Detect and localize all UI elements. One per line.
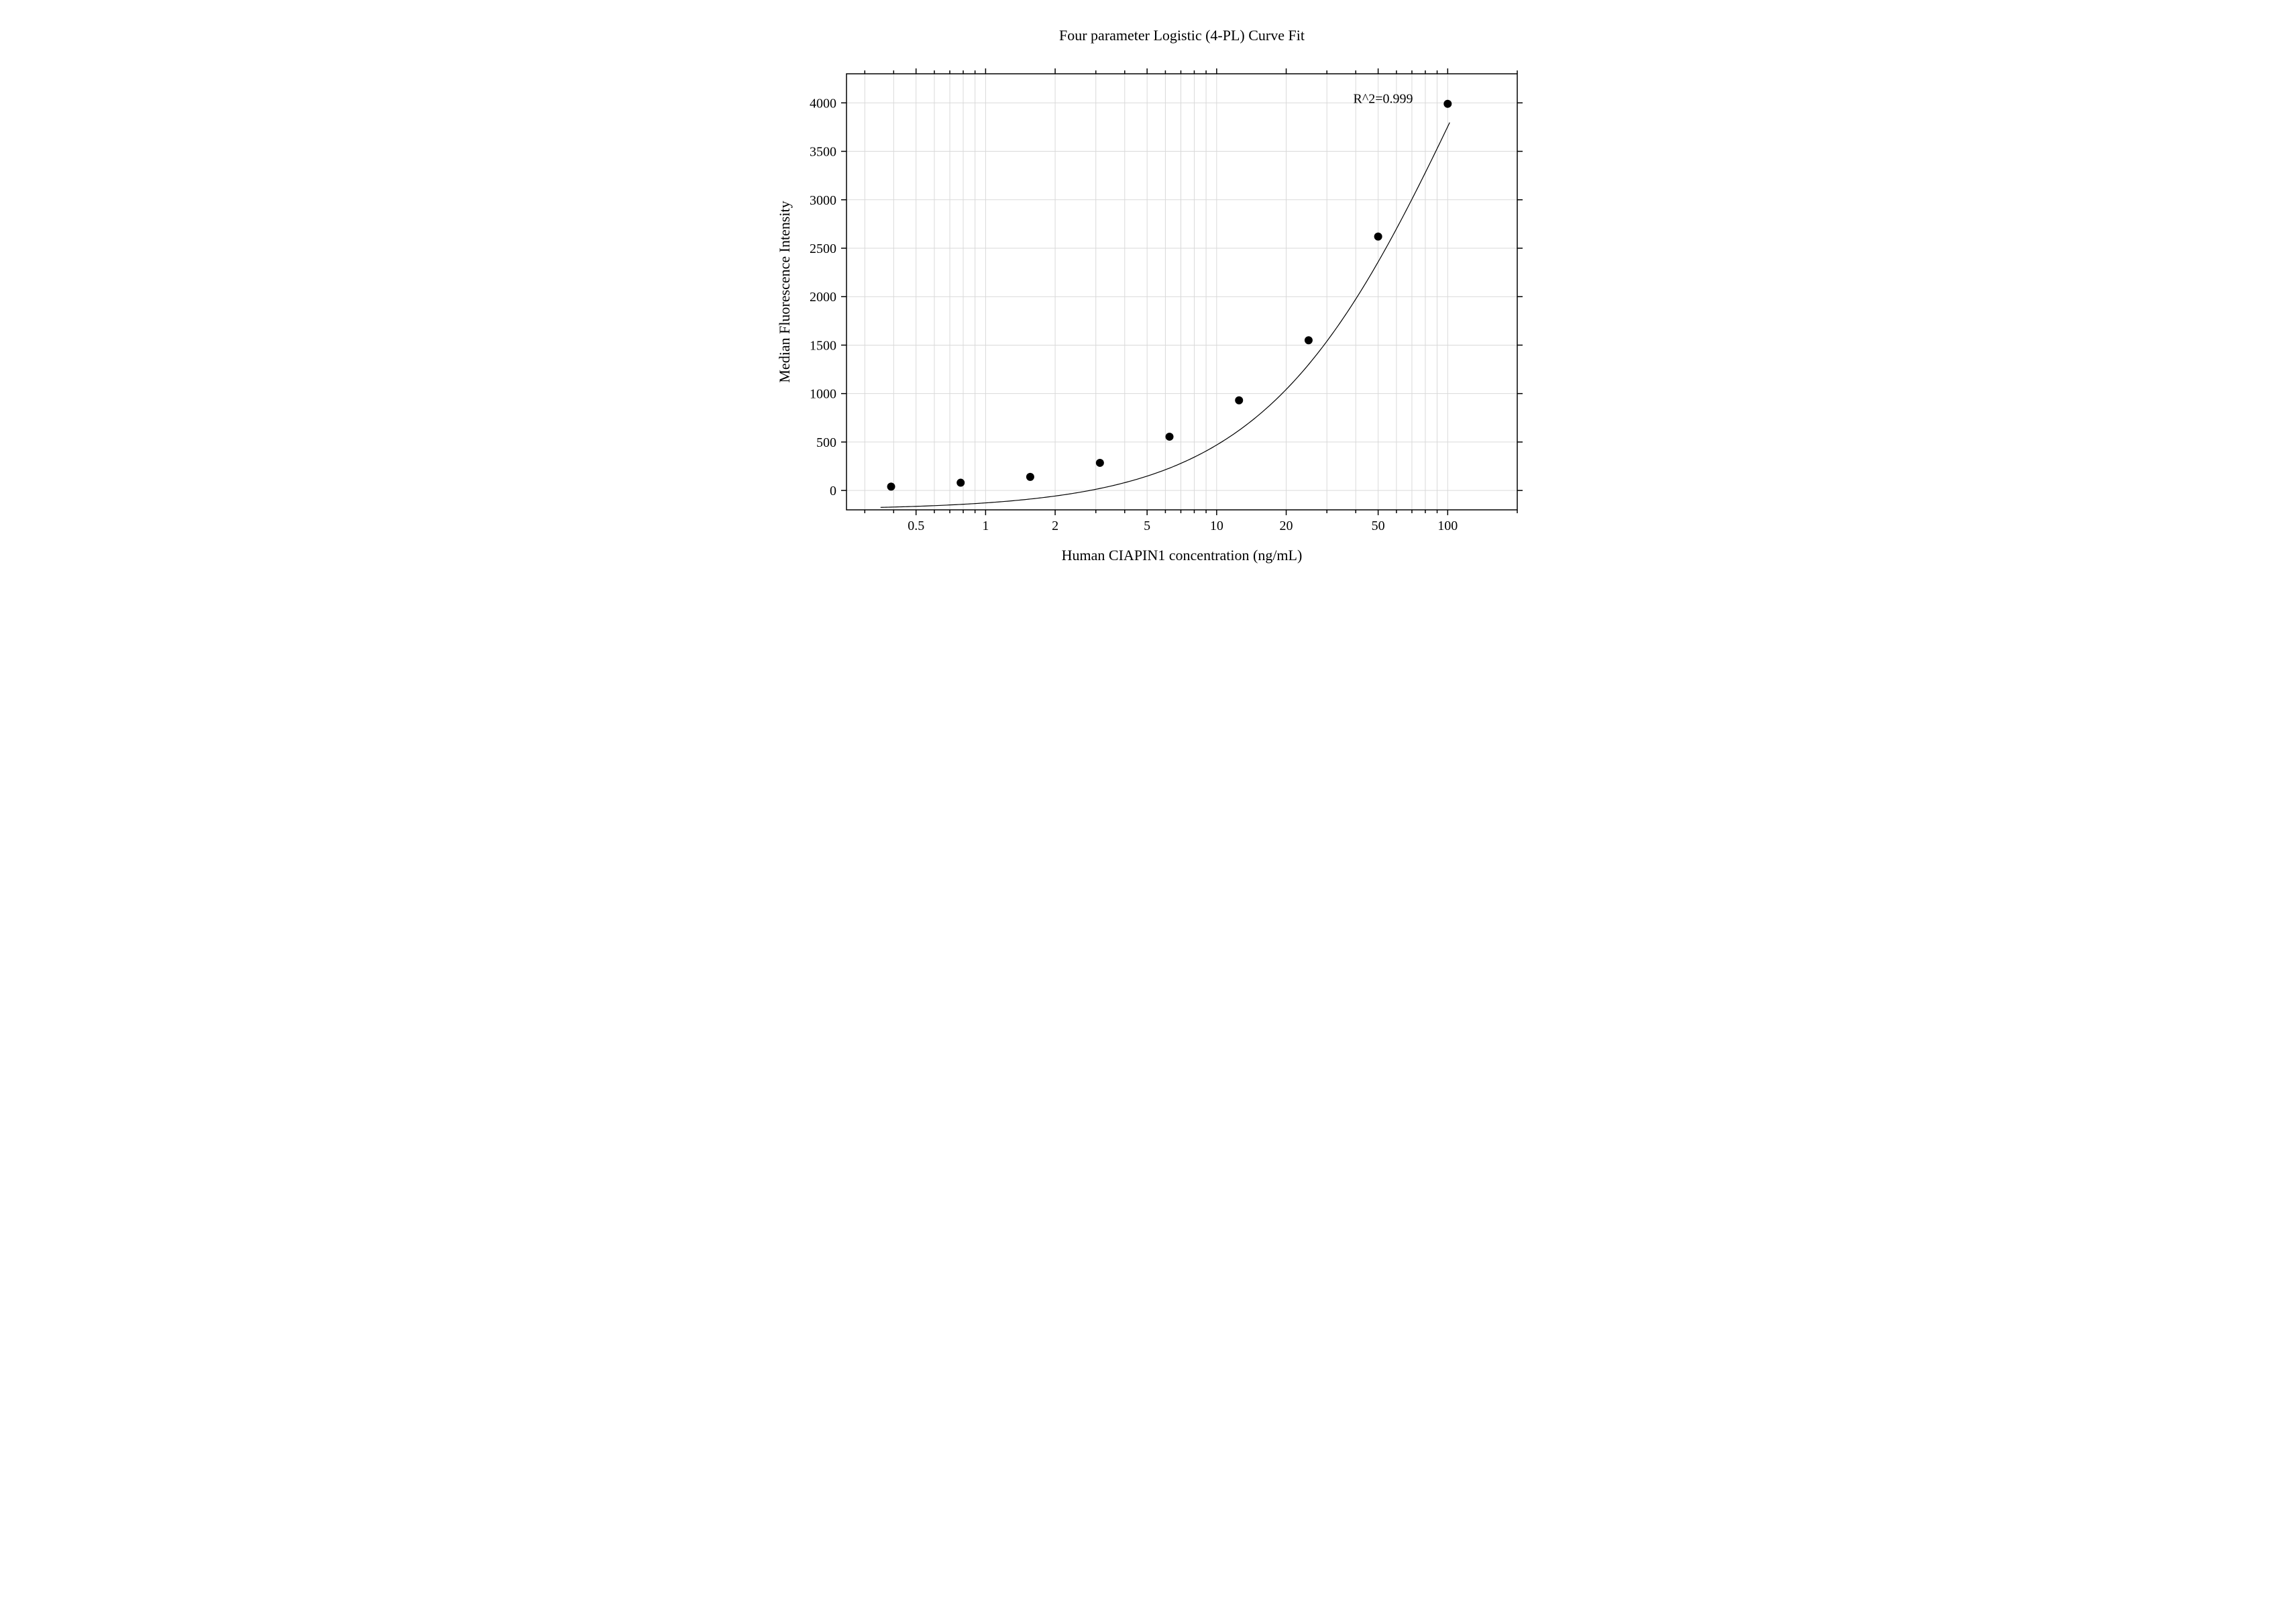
data-point [887,482,895,490]
chart-svg: 0.51251020501000500100015002000250030003… [712,13,1584,617]
data-point [1374,233,1382,241]
x-tick-label: 5 [1144,519,1150,533]
y-tick-label: 2500 [810,242,836,256]
x-axis-label: Human CIAPIN1 concentration (ng/mL) [1061,547,1302,564]
y-tick-label: 500 [816,435,836,450]
data-point [1095,459,1103,467]
y-tick-label: 3000 [810,193,836,208]
x-tick-label: 20 [1279,519,1293,533]
r-squared-annotation: R^2=0.999 [1353,91,1413,106]
y-tick-label: 1000 [810,387,836,402]
y-tick-label: 4000 [810,96,836,111]
x-tick-label: 10 [1209,519,1223,533]
data-point [1443,100,1452,108]
y-axis-label: Median Fluorescence Intensity [776,201,793,382]
chart-container: 0.51251020501000500100015002000250030003… [712,13,1584,617]
y-tick-label: 0 [830,484,836,498]
data-point [1304,336,1312,344]
x-tick-label: 100 [1437,519,1458,533]
x-tick-label: 1 [982,519,989,533]
y-tick-label: 1500 [810,338,836,353]
data-point [1165,433,1173,441]
y-tick-label: 2000 [810,290,836,305]
chart-title: Four parameter Logistic (4-PL) Curve Fit [1059,27,1305,44]
data-point [1235,396,1243,405]
x-tick-label: 2 [1052,519,1058,533]
data-point [956,479,965,487]
data-point [1026,473,1034,481]
y-tick-label: 3500 [810,145,836,160]
x-tick-label: 50 [1371,519,1384,533]
x-tick-label: 0.5 [908,519,924,533]
